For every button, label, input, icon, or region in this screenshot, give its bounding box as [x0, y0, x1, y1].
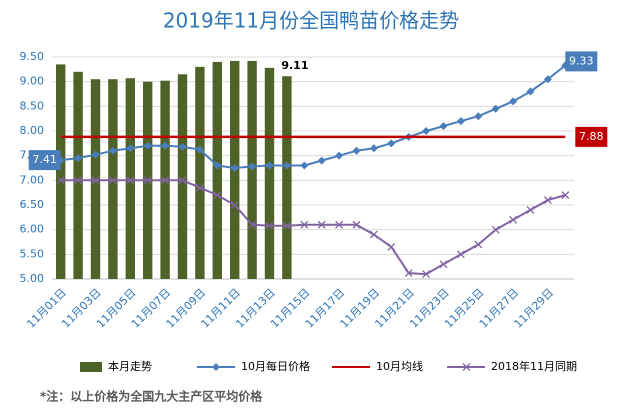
bar — [108, 79, 118, 279]
marker — [422, 127, 431, 135]
marker — [213, 161, 222, 170]
marker — [126, 176, 135, 185]
marker — [230, 201, 239, 209]
y-tick-label: 6.50 — [20, 198, 45, 211]
marker — [509, 97, 518, 106]
marker — [74, 154, 83, 163]
legend-marker — [462, 363, 471, 371]
marker — [561, 191, 570, 200]
marker — [161, 141, 170, 150]
marker — [456, 117, 465, 126]
data-label: 9.33 — [569, 54, 594, 67]
marker — [74, 176, 83, 185]
bar — [264, 67, 275, 279]
y-tick-label: 5.50 — [20, 247, 45, 260]
data-label-box — [575, 126, 608, 147]
marker — [543, 196, 552, 205]
marker — [335, 151, 344, 160]
marker — [335, 220, 344, 229]
data-label: 7.41 — [32, 153, 57, 166]
marker — [456, 250, 465, 259]
marker — [282, 221, 291, 230]
marker — [265, 161, 274, 170]
marker — [282, 161, 291, 170]
bar — [90, 79, 101, 279]
marker — [387, 139, 396, 148]
data-label: 7.88 — [579, 130, 604, 143]
marker — [543, 75, 552, 84]
marker — [439, 260, 448, 269]
marker — [300, 220, 309, 229]
marker — [195, 183, 204, 192]
marker — [404, 269, 413, 278]
legend-label: 10月每日价格 — [241, 359, 310, 373]
marker — [474, 240, 483, 249]
marker — [178, 176, 187, 185]
bar — [73, 71, 83, 279]
marker — [248, 220, 257, 229]
legend-swatch — [80, 362, 102, 372]
marker — [195, 145, 204, 154]
marker — [56, 176, 65, 185]
line — [60, 64, 566, 170]
marker — [369, 230, 378, 239]
marker — [369, 144, 378, 153]
marker — [352, 146, 361, 155]
marker — [230, 164, 239, 172]
marker — [352, 220, 361, 229]
marker — [108, 176, 117, 185]
marker — [474, 112, 483, 121]
legend-label: 本月走势 — [108, 359, 152, 373]
y-tick-label: 7.00 — [20, 173, 45, 186]
bar — [212, 61, 222, 279]
data-label-box — [28, 150, 61, 171]
marker — [126, 144, 135, 153]
marker — [248, 162, 257, 171]
bar — [195, 66, 205, 279]
y-tick-label: 9.50 — [20, 50, 45, 63]
y-tick-label: 8.50 — [20, 99, 45, 112]
marker — [491, 104, 500, 113]
marker — [178, 142, 187, 151]
marker — [265, 221, 274, 230]
y-tick-label: 5.00 — [20, 272, 45, 285]
bar — [177, 74, 188, 280]
bar — [282, 76, 292, 280]
marker — [387, 242, 396, 251]
legend-label: 10月均线 — [376, 359, 423, 373]
marker — [143, 176, 152, 185]
data-label-box — [565, 51, 598, 72]
marker — [526, 87, 535, 96]
marker — [143, 141, 152, 150]
marker — [526, 205, 535, 214]
marker — [300, 161, 309, 170]
y-tick-label: 9.00 — [20, 75, 45, 88]
marker — [509, 215, 518, 224]
marker — [422, 270, 431, 279]
chart-title: 2019年11月份全国鸭苗价格走势 — [163, 9, 459, 33]
y-tick-label: 6.00 — [20, 223, 45, 236]
data-label: 9.11 — [281, 59, 308, 72]
footnote: *注：以上价格为全国九大主产区平均价格 — [40, 389, 263, 404]
legend-marker — [212, 363, 220, 371]
marker — [213, 191, 222, 200]
marker — [317, 220, 326, 229]
marker — [91, 150, 100, 159]
marker — [439, 122, 448, 131]
bar — [56, 64, 66, 280]
marker — [161, 176, 170, 185]
y-tick-label: 8.00 — [20, 124, 45, 137]
marker — [317, 156, 326, 165]
legend-label: 2018年11月同期 — [491, 359, 577, 373]
marker — [491, 225, 500, 234]
marker — [91, 176, 100, 185]
marker — [108, 146, 117, 155]
line — [60, 179, 566, 276]
bar — [125, 78, 135, 279]
